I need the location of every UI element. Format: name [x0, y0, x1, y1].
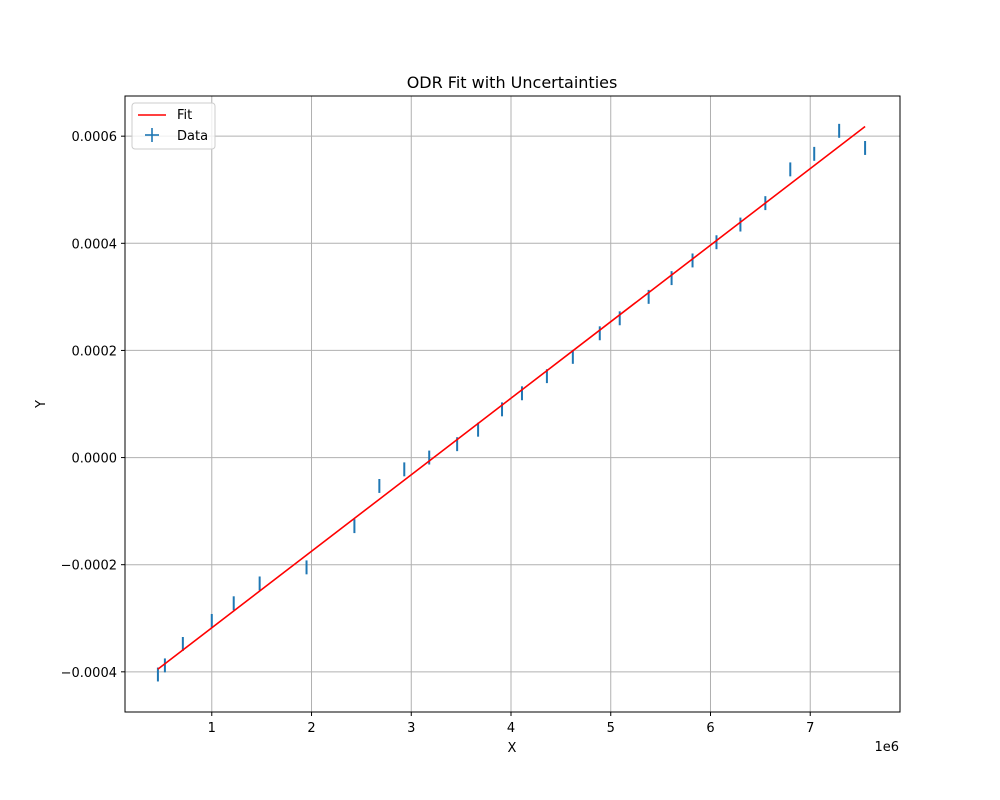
grid — [125, 96, 900, 712]
x-offset-label: 1e6 — [874, 740, 899, 755]
x-axis-ticks: 1 2 3 4 5 6 7 — [208, 712, 814, 736]
plot-frame — [124, 95, 901, 713]
y-tick-label: 0.0000 — [72, 452, 118, 467]
y-tick-label: −0.0004 — [61, 666, 117, 681]
x-axis-label: X — [508, 741, 517, 756]
y-axis-ticks: −0.0004 −0.0002 0.0000 0.0002 0.0004 0.0006 — [61, 130, 125, 681]
y-tick-label: 0.0006 — [72, 130, 118, 145]
x-tick-label: 6 — [706, 721, 714, 736]
y-tick-label: 0.0002 — [72, 344, 118, 359]
legend: Fit Data — [131, 102, 216, 150]
x-tick-label: 3 — [407, 721, 415, 736]
chart-title: ODR Fit with Uncertainties — [407, 73, 618, 92]
y-tick-label: −0.0002 — [61, 559, 117, 574]
x-tick-label: 1 — [208, 721, 216, 736]
fit-line — [157, 125, 866, 670]
legend-data-label: Data — [177, 129, 208, 144]
y-tick-label: 0.0004 — [72, 237, 118, 252]
x-tick-label: 5 — [607, 721, 615, 736]
legend-fit-label: Fit — [177, 108, 192, 123]
x-tick-label: 4 — [507, 721, 515, 736]
y-axis-label: Y — [34, 400, 49, 409]
x-tick-label: 7 — [806, 721, 814, 736]
x-tick-label: 2 — [307, 721, 315, 736]
